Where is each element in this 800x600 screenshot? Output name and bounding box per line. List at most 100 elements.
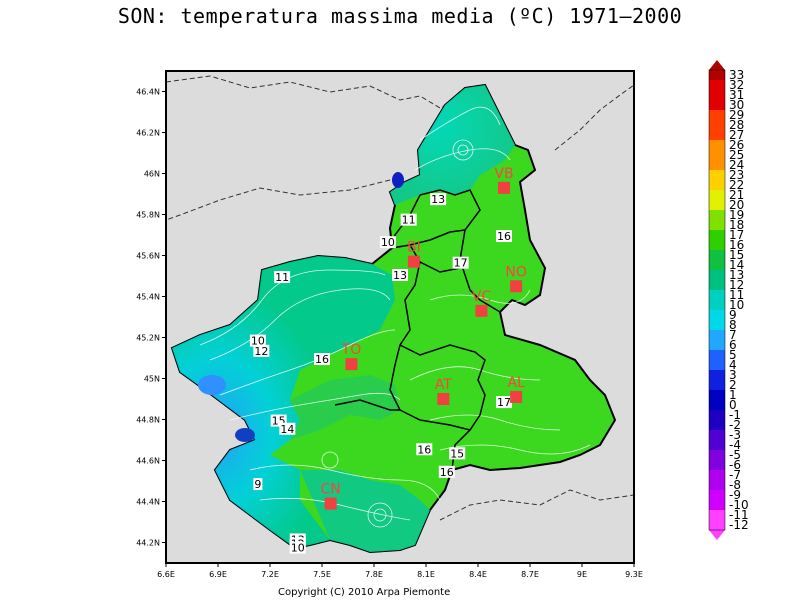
- legend-swatch: [709, 200, 725, 211]
- isoline-label: 16: [315, 353, 329, 366]
- isoline-label: 17: [497, 396, 511, 409]
- legend-swatch: [709, 410, 725, 421]
- legend-swatch: [709, 400, 725, 411]
- legend-label: -11: [729, 508, 749, 522]
- isoline-label-box: [438, 465, 455, 478]
- cold-spot: [198, 375, 226, 395]
- province-borders: [334, 189, 501, 471]
- city-marker-al: [510, 390, 523, 403]
- legend-swatch: [709, 220, 725, 231]
- zone-mid: [290, 375, 400, 440]
- isoline-label-box: [253, 478, 263, 491]
- y-tick-label: 45N: [144, 375, 160, 384]
- legend-swatch: [709, 450, 725, 461]
- legend-label: 24: [729, 158, 744, 172]
- country-border: [439, 489, 634, 521]
- legend-swatch: [709, 310, 725, 321]
- city-label-at: AT: [435, 377, 452, 393]
- isoline-label-box: [379, 236, 396, 249]
- legend-label: 19: [729, 208, 744, 222]
- legend-swatch: [709, 100, 725, 111]
- legend-label: 30: [729, 98, 744, 112]
- legend-swatch: [709, 280, 725, 291]
- legend-label: 17: [729, 228, 744, 242]
- legend-label: 28: [729, 118, 744, 132]
- legend-swatch: [709, 380, 725, 391]
- country-border: [166, 75, 456, 109]
- legend-swatch: [709, 240, 725, 251]
- legend-swatch: [709, 150, 725, 161]
- legend-label: 33: [729, 68, 744, 82]
- x-tick-label: 9.3E: [625, 570, 643, 579]
- city-marker-at: [437, 393, 450, 405]
- country-border: [554, 84, 634, 151]
- legend-swatch: [709, 440, 725, 451]
- legend-label: 3: [729, 368, 737, 382]
- legend-label: 11: [729, 288, 744, 302]
- legend-frame: [708, 69, 726, 531]
- y-tick-label: 45.8N: [136, 211, 160, 220]
- isoline-label: 13: [431, 193, 445, 206]
- legend-label: 23: [729, 168, 744, 182]
- isoline-label-box: [452, 256, 469, 269]
- legend-swatch: [709, 370, 725, 381]
- city-label-vb: VB: [494, 166, 513, 182]
- legend-swatch: [709, 480, 725, 491]
- isoline-label: 11: [402, 214, 416, 227]
- x-tick-label: 9E: [577, 570, 587, 579]
- y-tick-label: 45.6N: [136, 252, 160, 261]
- legend-label: 5: [729, 348, 737, 362]
- legend-label: -5: [729, 448, 741, 462]
- isoline-label-box: [400, 213, 417, 226]
- zone-north: [390, 85, 515, 205]
- isoline-label-box: [392, 269, 408, 281]
- city-marker-to: [345, 358, 358, 371]
- legend-label: 15: [729, 248, 744, 262]
- legend-swatch: [709, 160, 725, 171]
- isoline-label: 14: [280, 423, 294, 436]
- isoline-label-box: [314, 353, 330, 366]
- legend-arrow-top: [709, 60, 725, 70]
- legend-label: -8: [729, 478, 741, 492]
- legend-swatch: [709, 510, 725, 521]
- legend-label: 31: [729, 88, 744, 102]
- isoline-label-box: [496, 396, 512, 409]
- legend-swatch: [709, 230, 725, 241]
- legend-label: 12: [729, 278, 744, 292]
- legend-label: -10: [729, 498, 749, 512]
- legend-swatch: [709, 320, 725, 331]
- y-tick-label: 44.6N: [136, 457, 160, 466]
- legend-label: -6: [729, 458, 741, 472]
- x-tick-label: 8.4E: [469, 570, 487, 579]
- legend-swatch: [709, 420, 725, 431]
- isoline-label: 16: [497, 230, 511, 243]
- legend-label: 7: [729, 328, 737, 342]
- legend-swatch: [709, 260, 725, 271]
- legend-swatch: [709, 360, 725, 371]
- legend-label: -3: [729, 428, 741, 442]
- legend-swatch: [709, 110, 725, 121]
- legend-label: -1: [729, 408, 741, 422]
- city-label-no: NO: [505, 264, 527, 280]
- legend-label: 18: [729, 218, 744, 232]
- city-marker-cn: [324, 497, 337, 510]
- legend-swatch: [709, 390, 725, 401]
- x-tick-label: 6.9E: [209, 570, 227, 579]
- legend-label: 25: [729, 148, 744, 162]
- legend-swatch: [709, 140, 725, 151]
- legend-label: 21: [729, 188, 744, 202]
- city-label-al: AL: [507, 375, 525, 391]
- city-markers: VB BI NO VC TO AT AL CN: [321, 166, 527, 510]
- country-border: [166, 179, 391, 221]
- legend-label: 8: [729, 318, 737, 332]
- legend-swatch: [709, 430, 725, 441]
- legend-label: 16: [729, 238, 744, 252]
- legend-swatch: [709, 350, 725, 361]
- isoline-label-box: [279, 422, 296, 435]
- legend-swatch: [709, 80, 725, 91]
- legend-swatch: [709, 290, 725, 301]
- legend-label: 32: [729, 78, 744, 92]
- legend-swatch: [709, 90, 725, 101]
- legend-label: 22: [729, 178, 744, 192]
- legend-label: 0: [729, 398, 737, 412]
